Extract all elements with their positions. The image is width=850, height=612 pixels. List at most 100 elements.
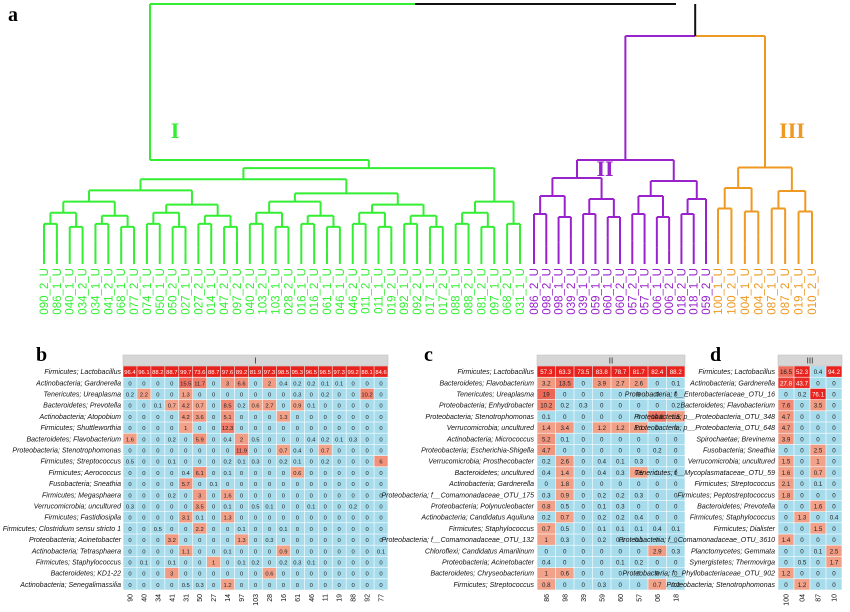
heatmap-cell — [304, 411, 318, 422]
heatmap-cell-value: 78.7 — [614, 369, 627, 376]
heatmap-cell — [137, 433, 151, 445]
heatmap-cell — [332, 411, 346, 422]
heatmap-cell — [794, 467, 810, 478]
heatmap-cell-value: 0 — [600, 559, 604, 566]
heatmap-cell-value: 0.2 — [616, 492, 625, 499]
heatmap-cell — [360, 545, 374, 557]
heatmap-cell — [537, 388, 556, 400]
heatmap-cell — [304, 511, 318, 523]
leaf-label-II: 059_2_U — [701, 268, 713, 315]
heatmap-row-label: Actinobacteria; Gardnerella — [448, 481, 534, 488]
heatmap-cell-value: 0 — [296, 415, 300, 421]
heatmap-cell-value: 2.6 — [560, 459, 569, 466]
heatmap-cell-value: 1.3 — [237, 538, 245, 544]
heatmap-cell — [179, 489, 193, 501]
heatmap-cell — [374, 411, 388, 422]
heatmap-col-label: 77 — [379, 594, 386, 602]
heatmap-cell-value: 0 — [268, 448, 272, 454]
heatmap-cell — [220, 523, 235, 534]
heatmap-cell-value: 0.6 — [560, 571, 569, 578]
heatmap-cell-value: 0.1 — [196, 516, 204, 522]
heatmap-cell-value: 1.6 — [814, 503, 823, 510]
heatmap-cell — [629, 455, 648, 467]
heatmap-cell — [810, 489, 826, 501]
heatmap-cell — [574, 556, 593, 568]
heatmap-cell — [276, 500, 291, 512]
heatmap-cell — [276, 579, 291, 590]
heatmap-cell-value: 63.3 — [559, 369, 572, 376]
heatmap-cell — [574, 467, 593, 478]
heatmap-cell-value: 0 — [282, 583, 286, 589]
heatmap-cell — [304, 545, 318, 557]
heatmap-cell — [318, 455, 332, 467]
heatmap-cell-value: 0 — [784, 515, 788, 522]
heatmap-cell-value: 0.6 — [251, 404, 259, 410]
heatmap-cell — [318, 545, 332, 557]
heatmap-cell — [290, 455, 305, 467]
heatmap-cell — [165, 433, 179, 445]
heatmap-cell — [666, 388, 685, 400]
heatmap-cell — [332, 511, 346, 523]
heatmap-cell-value: 0 — [310, 516, 314, 522]
heatmap-cell — [262, 478, 277, 489]
heatmap-cell-value: 7.6 — [782, 403, 791, 410]
heatmap-cell-value: 0 — [365, 527, 369, 533]
heatmap-cell-value: 0 — [365, 583, 369, 589]
heatmap-cell-value: 0 — [674, 391, 678, 398]
heatmap-cell — [611, 579, 630, 590]
heatmap-cell — [360, 511, 374, 523]
heatmap-cell — [137, 489, 151, 501]
heatmap-cell — [648, 545, 667, 557]
heatmap-cell — [810, 545, 826, 557]
heatmap-cell-value: 0.1 — [140, 560, 148, 566]
leaf-label-I: 019_2_U — [386, 268, 398, 315]
heatmap-cell-value: 0.3 — [251, 460, 259, 466]
heatmap-cell — [248, 388, 263, 400]
heatmap-cell — [206, 489, 221, 501]
heatmap-cell — [151, 579, 165, 590]
heatmap-cell-value: 0 — [800, 526, 804, 533]
heatmap-cell-value: 0 — [170, 482, 174, 488]
heatmap-cell-value: 0 — [296, 504, 300, 510]
heatmap-col-label: 19 — [337, 594, 344, 602]
heatmap-cell-value: 0 — [379, 404, 383, 410]
heatmap-cell-value: 0.1 — [616, 459, 625, 466]
heatmap-cell — [165, 444, 179, 456]
heatmap-cell-value: 0 — [351, 549, 355, 555]
heatmap-cell — [778, 366, 794, 377]
heatmap-cell-value: 0 — [674, 481, 678, 488]
heatmap-cell-value: 0 — [282, 482, 286, 488]
heatmap-cell-value: 1.5 — [814, 526, 823, 533]
heatmap-cell — [826, 500, 842, 512]
heatmap-cell-value: 0 — [282, 516, 286, 522]
heatmap-cell — [826, 377, 842, 389]
heatmap-cell-value: 88.7 — [166, 370, 177, 376]
heatmap-cell-value: 0.1 — [224, 504, 232, 510]
heatmap-cell — [810, 523, 826, 534]
heatmap-cell-value: 0 — [282, 504, 286, 510]
heatmap-cell — [318, 534, 332, 545]
heatmap-cell-value: 0 — [832, 526, 836, 533]
leaf-label-I: 074_1_U — [142, 268, 154, 315]
heatmap-cell-value: 0 — [268, 482, 272, 488]
heatmap-cell-value: 0 — [212, 404, 216, 410]
heatmap-cell — [374, 388, 388, 400]
heatmap-cell-value: 0.1 — [814, 481, 823, 488]
heatmap-cell — [165, 399, 179, 411]
heatmap-cell — [826, 579, 842, 590]
heatmap-cell-value: 0 — [800, 459, 804, 466]
leaf-label-I: 014_1_U — [206, 268, 218, 315]
heatmap-cell-value: 0 — [170, 448, 174, 454]
heatmap-cell-value: 0 — [142, 404, 146, 410]
heatmap-cell — [206, 366, 221, 377]
heatmap-cell — [206, 422, 221, 433]
heatmap-cell-value: 0 — [254, 516, 258, 522]
heatmap-cell-value: 0 — [582, 582, 586, 589]
heatmap-cell — [810, 579, 826, 590]
heatmap-cell-value: 0.2 — [542, 459, 551, 466]
heatmap-cell — [574, 545, 593, 557]
heatmap-cell-value: 0 — [784, 526, 788, 533]
heatmap-cell — [123, 545, 137, 557]
heatmap-cell-value: 0 — [563, 447, 567, 454]
heatmap-cell-value: 15.5 — [180, 381, 191, 387]
